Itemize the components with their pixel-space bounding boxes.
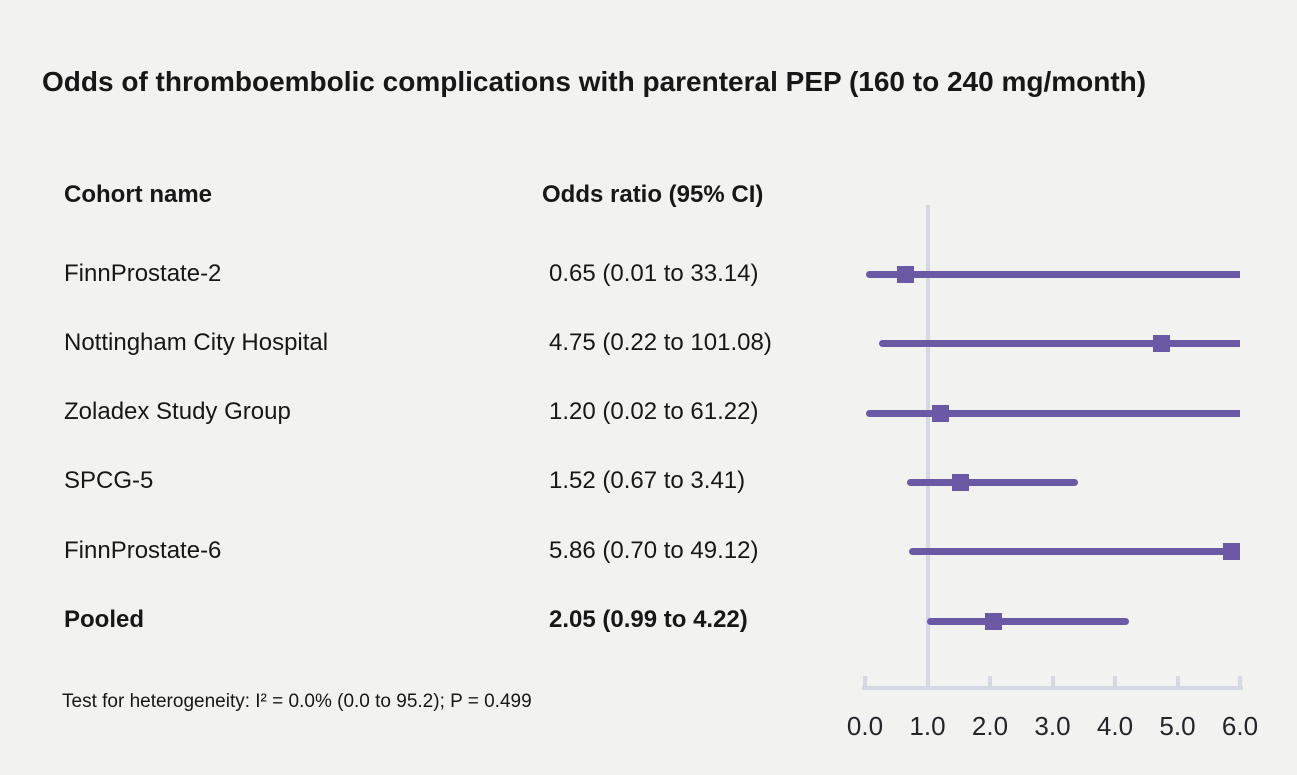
- odds-ratio-value: 1.20 (0.02 to 61.22): [549, 398, 759, 426]
- odds-ratio-value: 5.86 (0.70 to 49.12): [549, 536, 759, 564]
- cohort-name: Zoladex Study Group: [64, 398, 291, 426]
- odds-ratio-value: 4.75 (0.22 to 101.08): [549, 328, 772, 356]
- cohort-name: FinnProstate-6: [64, 536, 222, 564]
- x-axis-tick: [1238, 676, 1242, 686]
- x-axis-tick: [925, 676, 930, 686]
- x-axis-tick-label: 4.0: [1096, 711, 1134, 741]
- confidence-interval-line: [908, 548, 1240, 556]
- confidence-interval-line: [878, 340, 1240, 348]
- point-estimate-marker: [931, 404, 949, 422]
- odds-ratio-value: 0.65 (0.01 to 33.14): [549, 259, 759, 287]
- x-axis-tick-label: 6.0: [1221, 711, 1259, 741]
- point-estimate-marker: [897, 266, 915, 283]
- x-axis-tick: [1113, 676, 1117, 686]
- reference-line-or-1: [926, 205, 930, 690]
- x-axis-tick-label: 2.0: [971, 711, 1009, 741]
- point-estimate-marker: [1222, 543, 1240, 561]
- cohort-name: Nottingham City Hospital: [64, 328, 329, 356]
- x-axis-tick: [1175, 676, 1180, 686]
- x-axis-tick-label: 0.0: [846, 711, 884, 741]
- cohort-name: FinnProstate-2: [64, 259, 222, 287]
- x-axis-tick-label: 5.0: [1159, 711, 1196, 741]
- point-estimate-marker: [984, 612, 1002, 630]
- figure-title: Odds of thromboembolic complications wit…: [42, 66, 1147, 97]
- x-axis-tick: [988, 676, 992, 686]
- point-estimate-marker: [951, 473, 969, 491]
- cohort-name: SPCG-5: [64, 467, 154, 495]
- x-axis-tick: [1050, 676, 1055, 686]
- confidence-interval-line: [926, 617, 1129, 625]
- cohort-name: Pooled: [64, 606, 145, 633]
- column-header-cohort: Cohort name: [64, 181, 213, 208]
- odds-ratio-value: 1.52 (0.67 to 3.41): [549, 467, 746, 495]
- point-estimate-marker: [1153, 335, 1171, 353]
- heterogeneity-note: Test for heterogeneity: I² = 0.0% (0.0 t…: [62, 691, 532, 712]
- column-header-odds-ratio: Odds ratio (95% CI): [542, 181, 764, 208]
- confidence-interval-line: [906, 478, 1079, 486]
- confidence-interval-line: [865, 271, 1240, 278]
- x-axis-tick: [863, 676, 867, 686]
- confidence-interval-line: [866, 409, 1240, 417]
- x-axis-line: [862, 686, 1243, 690]
- odds-ratio-value: 2.05 (0.99 to 4.22): [549, 606, 748, 633]
- x-axis-tick-label: 3.0: [1034, 711, 1071, 741]
- x-axis-tick-label: 1.0: [909, 711, 946, 741]
